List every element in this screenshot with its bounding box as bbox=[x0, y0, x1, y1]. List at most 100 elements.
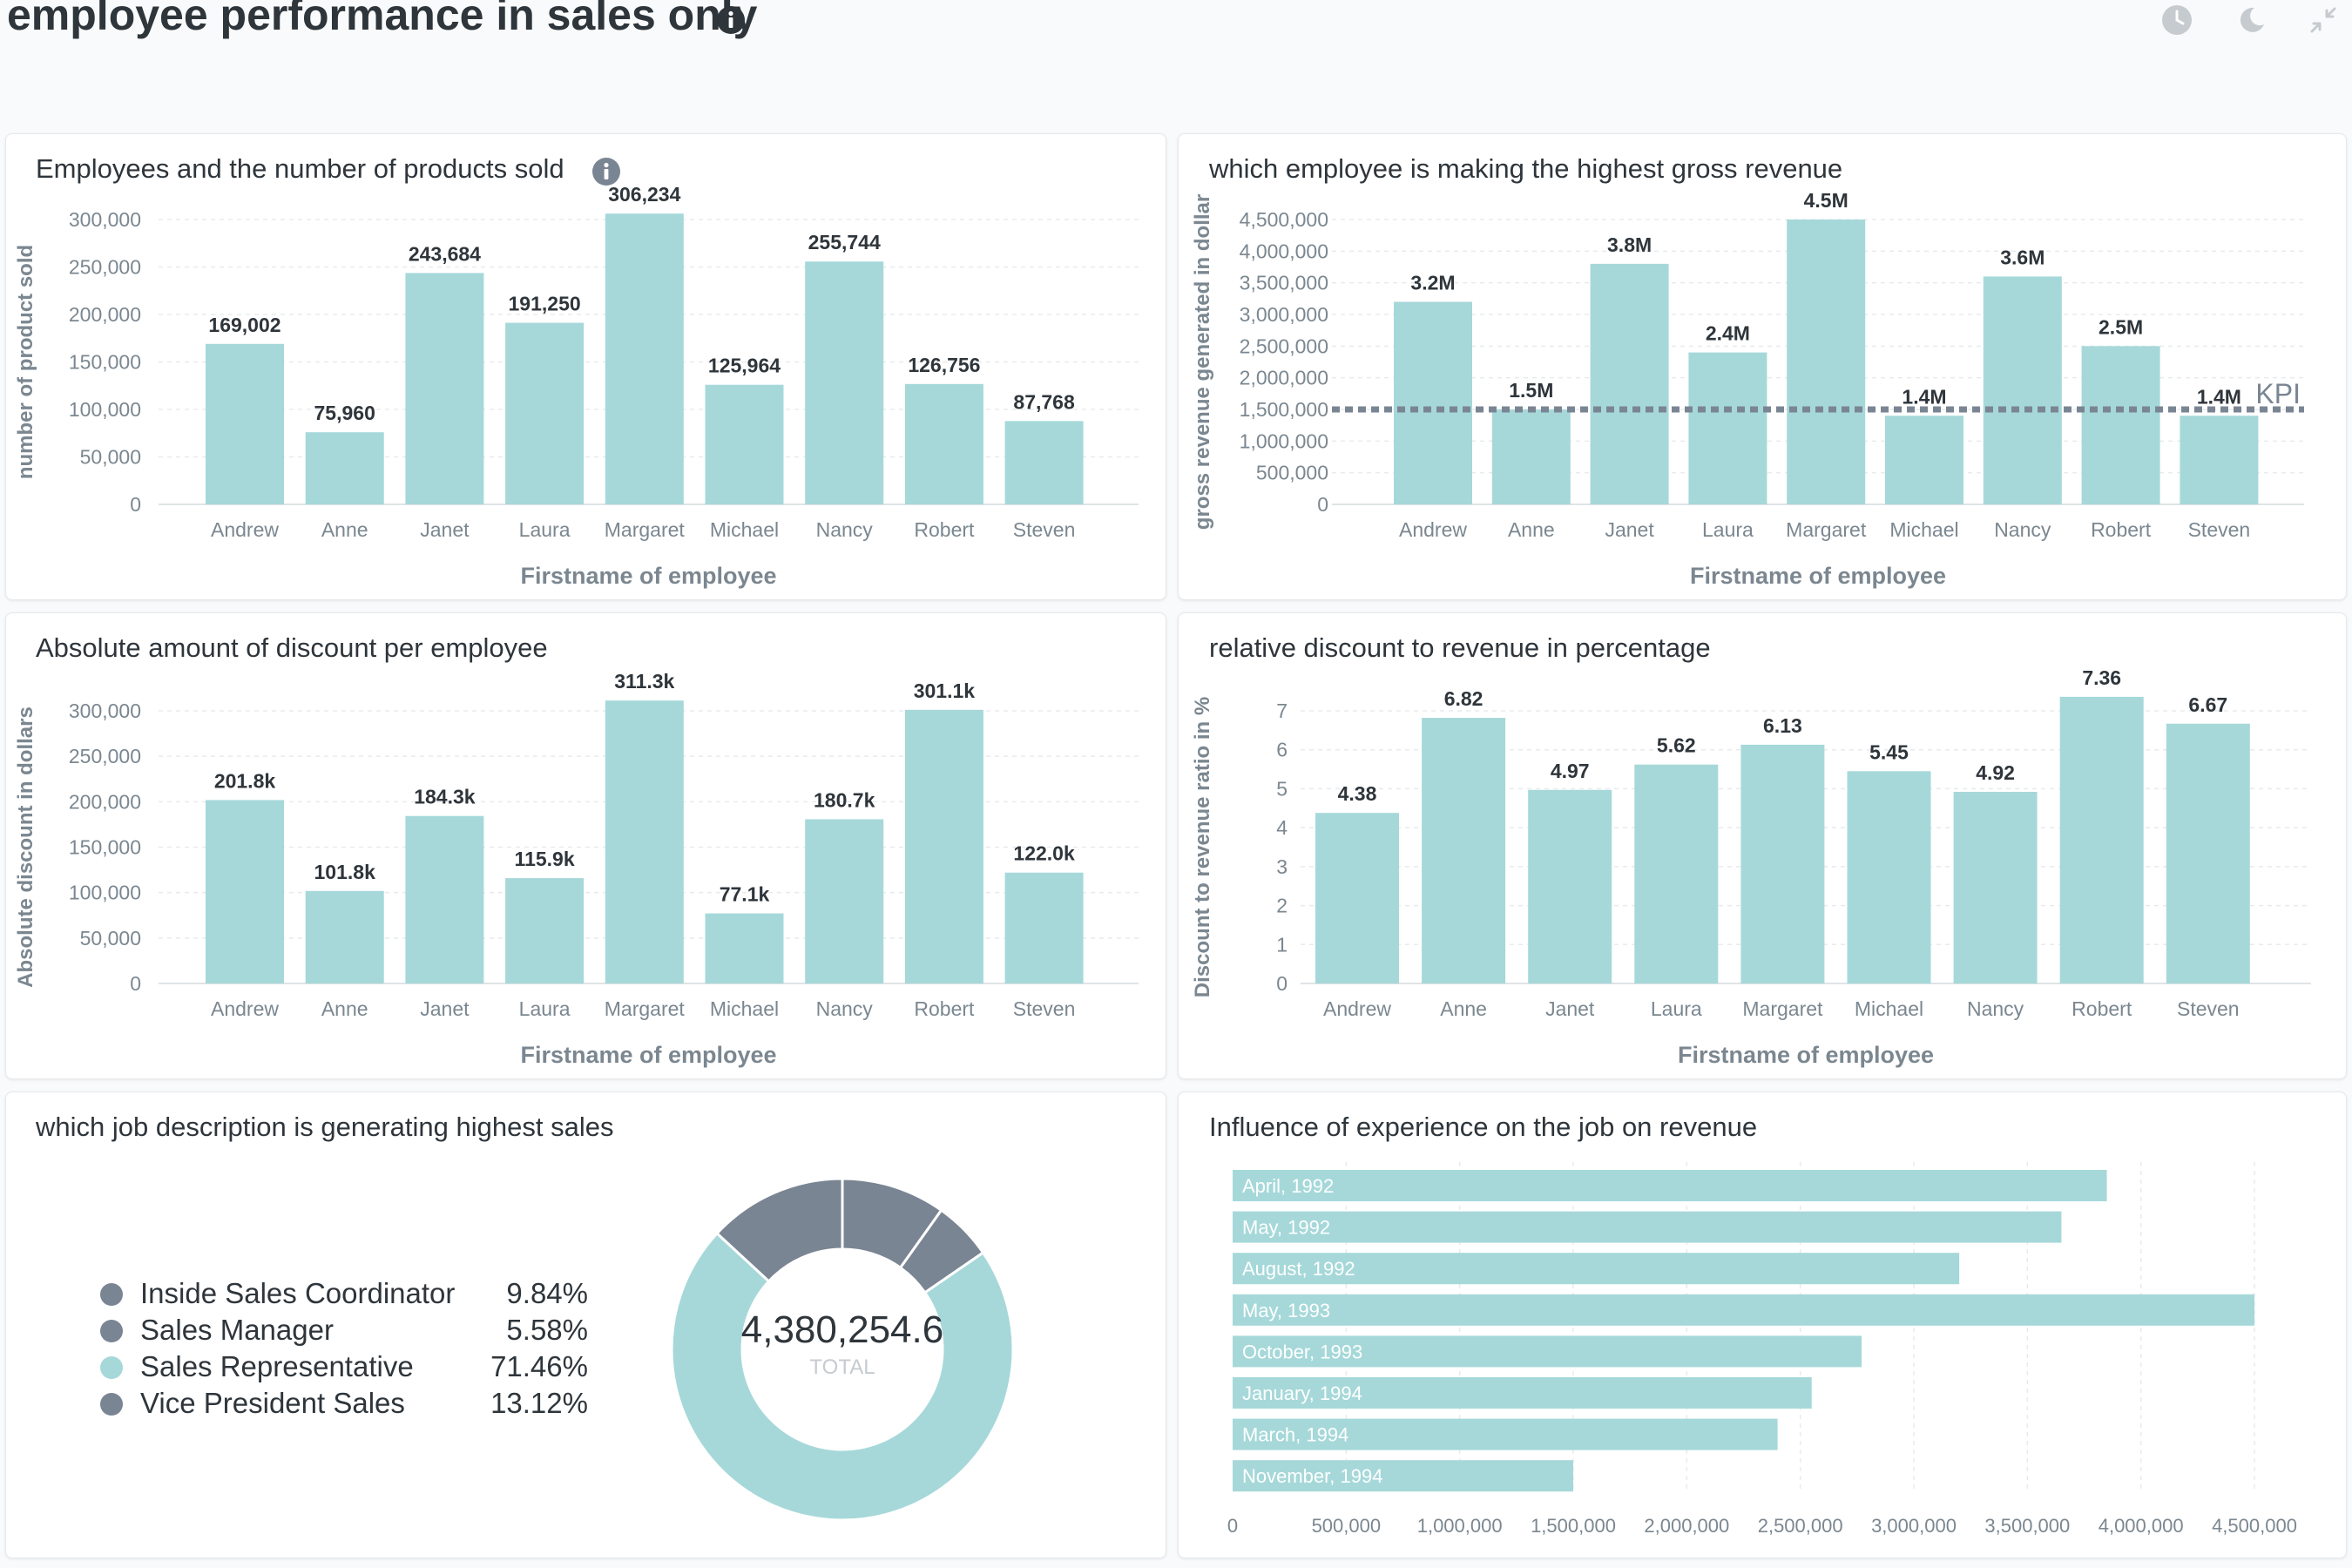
y-axis-title: Absolute discount in dollars bbox=[14, 706, 37, 988]
bar-category-label: April, 1992 bbox=[1242, 1175, 1334, 1197]
x-tick-label: Laura bbox=[519, 997, 571, 1020]
legend-item[interactable]: Inside Sales Coordinator 9.84% bbox=[100, 1275, 588, 1312]
page-title: employee performance in sales only bbox=[7, 0, 758, 39]
data-label: 1.5M bbox=[1509, 379, 1553, 402]
clock-icon[interactable] bbox=[2160, 3, 2193, 37]
y-tick-label: 1,500,000 bbox=[1240, 398, 1328, 421]
data-label: 255,744 bbox=[808, 231, 881, 253]
bar bbox=[1590, 263, 1669, 504]
bar bbox=[505, 878, 585, 983]
y-tick-label: 250,000 bbox=[69, 256, 141, 279]
data-label: 5.62 bbox=[1657, 734, 1696, 757]
card-title: relative discount to revenue in percenta… bbox=[1209, 632, 1711, 663]
relative-discount-chart: 0 1 2 3 4 5 6 7 4.38 Andrew 6.82 Anne 4.97 Janet 5.62 L… bbox=[1191, 666, 2311, 1068]
legend-percent: 9.84% bbox=[506, 1277, 588, 1309]
x-tick-label: Janet bbox=[1605, 518, 1654, 541]
legend-percent: 71.46% bbox=[490, 1350, 588, 1382]
x-tick-label: Margaret bbox=[1742, 997, 1823, 1020]
bar bbox=[1634, 764, 1719, 983]
data-label: 75,960 bbox=[314, 402, 375, 424]
card-title: Absolute amount of discount per employee bbox=[36, 632, 548, 663]
bar bbox=[1004, 872, 1084, 983]
card-job-sales: which job description is generating high… bbox=[5, 1092, 1166, 1558]
data-label: 4.5M bbox=[1804, 189, 1848, 212]
bar bbox=[1233, 1294, 2254, 1326]
legend-dot bbox=[100, 1320, 123, 1342]
bar bbox=[1983, 276, 2062, 504]
y-tick-label: 0 bbox=[130, 493, 141, 516]
card-title: which employee is making the highest gro… bbox=[1209, 153, 1843, 184]
card-title: Influence of experience on the job on re… bbox=[1209, 1112, 1758, 1142]
y-tick-label: 4,500,000 bbox=[1240, 208, 1328, 231]
legend-item[interactable]: Sales Representative 71.46% bbox=[100, 1348, 588, 1385]
bar bbox=[605, 213, 684, 504]
data-label: 6.13 bbox=[1763, 714, 1802, 737]
x-tick-label: Janet bbox=[1545, 997, 1595, 1020]
bar bbox=[1233, 1418, 1778, 1450]
bar bbox=[206, 800, 284, 983]
job-sales-donut bbox=[670, 1177, 1015, 1522]
donut-slice bbox=[670, 1231, 1015, 1522]
x-axis-title: Firstname of employee bbox=[1678, 1042, 1934, 1068]
bar bbox=[1315, 813, 1399, 983]
legend: Inside Sales Coordinator 9.84% Sales Man… bbox=[100, 1275, 588, 1422]
x-tick-label: Michael bbox=[1855, 997, 1923, 1020]
x-tick-label: Anne bbox=[321, 518, 368, 541]
y-tick-label: 200,000 bbox=[69, 303, 141, 326]
card-relative-discount: relative discount to revenue in percenta… bbox=[1178, 612, 2347, 1079]
y-tick-label: 150,000 bbox=[69, 351, 141, 374]
x-tick-label: Nancy bbox=[816, 518, 874, 541]
data-label: 2.4M bbox=[1706, 322, 1750, 345]
bar bbox=[206, 343, 284, 504]
y-tick-label: 250,000 bbox=[69, 745, 141, 767]
card-products-sold: Employees and the number of products sol… bbox=[5, 133, 1166, 600]
moon-icon[interactable] bbox=[2235, 3, 2268, 37]
data-label: 191,250 bbox=[509, 293, 581, 315]
y-tick-label: 150,000 bbox=[69, 836, 141, 859]
legend-dot bbox=[100, 1356, 123, 1379]
products-sold-chart: 0 50,000 100,000 150,000 200,000 250,000 300,0… bbox=[14, 183, 1139, 589]
card-absolute-discount: Absolute amount of discount per employee… bbox=[5, 612, 1166, 1079]
legend-dot bbox=[100, 1283, 123, 1306]
kpi-label: KPI bbox=[2255, 378, 2301, 409]
bar bbox=[605, 700, 684, 983]
data-label: 2.5M bbox=[2099, 315, 2143, 338]
experience-revenue-chart: 0 500,000 1,000,000 1,500,000 2,000,000 2,500… bbox=[1227, 1162, 2297, 1537]
info-icon[interactable] bbox=[716, 5, 746, 35]
y-axis-title: number of product sold bbox=[14, 245, 37, 479]
data-label: 125,964 bbox=[708, 355, 781, 377]
data-label: 1.4M bbox=[2197, 385, 2241, 408]
data-label: 3.6M bbox=[2000, 246, 2044, 268]
legend-label: Sales Representative bbox=[140, 1350, 414, 1382]
x-tick-label: Andrew bbox=[1323, 997, 1391, 1020]
data-label: 184.3k bbox=[414, 786, 476, 808]
bar bbox=[1233, 1335, 1862, 1368]
data-label: 5.45 bbox=[1869, 740, 1909, 763]
bar bbox=[705, 913, 784, 983]
data-label: 243,684 bbox=[409, 242, 481, 265]
y-tick-label: 4,000,000 bbox=[1240, 240, 1328, 262]
fullscreen-collapse-icon[interactable] bbox=[2307, 3, 2340, 37]
y-tick-label: 50,000 bbox=[80, 927, 141, 950]
bar bbox=[904, 383, 983, 504]
y-tick-label: 100,000 bbox=[69, 882, 141, 904]
legend-item[interactable]: Vice President Sales 13.12% bbox=[100, 1385, 588, 1422]
bar bbox=[1528, 789, 1612, 983]
x-tick-label: Steven bbox=[2188, 518, 2251, 541]
y-tick-label: 2,000,000 bbox=[1240, 367, 1328, 389]
y-tick-label: 3,000,000 bbox=[1240, 303, 1328, 326]
y-axis-title: Discount to revenue ratio in % bbox=[1191, 697, 1214, 997]
bar bbox=[2081, 346, 2160, 504]
data-label: 301.1k bbox=[914, 679, 976, 702]
data-label: 169,002 bbox=[208, 314, 280, 336]
x-tick-label: 1,500,000 bbox=[1531, 1515, 1616, 1537]
data-label: 77.1k bbox=[720, 883, 770, 906]
bar bbox=[1885, 416, 1963, 504]
legend-item[interactable]: Sales Manager 5.58% bbox=[100, 1312, 588, 1348]
data-label: 311.3k bbox=[614, 670, 674, 693]
x-tick-label: Andrew bbox=[1399, 518, 1467, 541]
info-icon[interactable] bbox=[591, 157, 621, 186]
y-tick-label: 100,000 bbox=[69, 398, 141, 421]
card-gross-revenue: which employee is making the highest gro… bbox=[1178, 133, 2347, 600]
x-tick-label: Janet bbox=[420, 997, 470, 1020]
